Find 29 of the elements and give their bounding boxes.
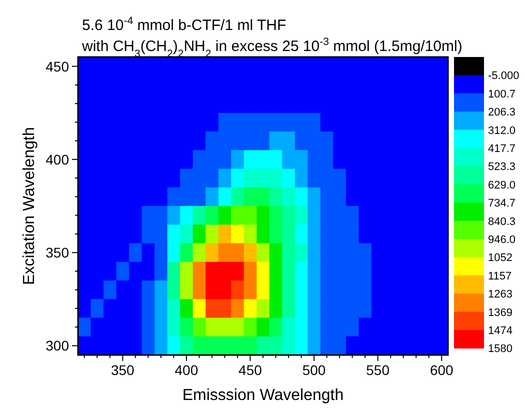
color-bar-label: 1580 (488, 343, 512, 356)
color-bar-label: 206.3 (488, 106, 516, 119)
x-tick-label: 450 (238, 362, 262, 378)
color-bar-label: 1052 (488, 252, 512, 264)
x-tick-label: 400 (174, 362, 198, 378)
color-bar-label: 734.7 (488, 198, 516, 210)
color-bar-label: 1263 (488, 288, 512, 301)
color-bar-label: 946.0 (488, 234, 516, 246)
color-bar-label: 312.0 (488, 124, 516, 137)
x-tick-label: 600 (430, 362, 454, 378)
color-bar-label: 417.7 (488, 143, 516, 155)
chart-title: 5.6 10$^{-4}$ mmol b-CTF/1 ml THF (82, 15, 286, 34)
color-bar-label: 1157 (488, 270, 512, 282)
x-tick-label: 500 (302, 362, 326, 378)
y-tick-label: 400 (46, 151, 70, 168)
y-tick-label: 350 (46, 244, 70, 261)
x-axis-title: Emisssion Wavelength (182, 387, 344, 404)
color-bar-label: 1369 (488, 306, 512, 319)
color-bar-label: 629.0 (488, 179, 516, 192)
x-tick-label: 550 (366, 362, 390, 378)
y-tick-label: 450 (46, 58, 70, 74)
color-bar-label: 523.3 (488, 161, 516, 174)
y-tick-label: 300 (46, 338, 70, 354)
color-bar-label: -5.000 (488, 70, 520, 82)
color-bar-label: 1474 (488, 325, 512, 337)
y-axis-title: Excitation Wavelength (21, 127, 38, 285)
color-bar-label: 100.7 (488, 88, 516, 100)
x-tick-label: 350 (110, 362, 135, 378)
color-bar-label: 840.3 (488, 216, 516, 228)
